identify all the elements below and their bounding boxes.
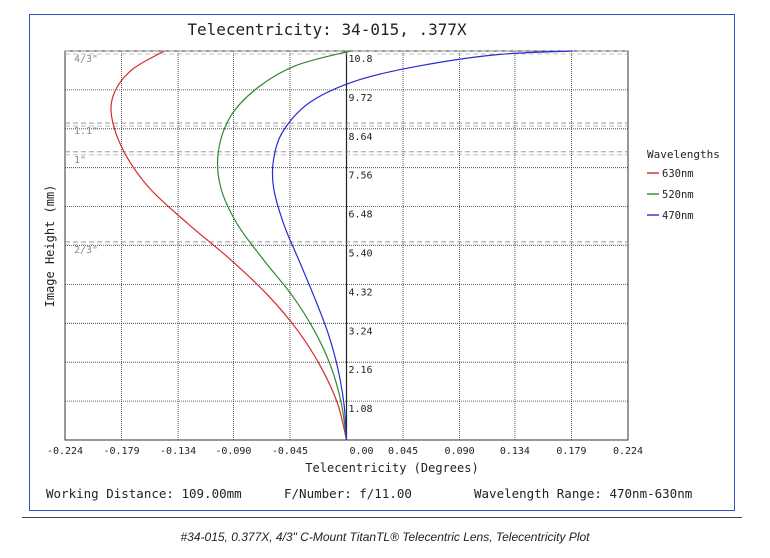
x-tick-label: 0.00: [350, 446, 374, 457]
x-tick-label: -0.134: [160, 446, 196, 457]
working-distance: Working Distance: 109.00mm: [46, 486, 242, 501]
y-tick-label: 2.16: [349, 365, 373, 376]
y-tick-label-bg: [347, 129, 374, 142]
x-tick-label: 0.090: [445, 446, 475, 457]
grid: [64, 50, 629, 441]
y-tick-label-bg: [347, 52, 374, 64]
sensor-marker-label: 1": [74, 155, 86, 166]
x-tick-label: -0.224: [47, 446, 83, 457]
x-tick-label: 0.134: [500, 446, 530, 457]
legend-entry: 520nm: [662, 189, 694, 201]
legend-entry: 630nm: [662, 168, 694, 180]
series-line-630nm: [110, 50, 348, 441]
y-tick-label-bg: [347, 90, 374, 103]
x-tick-labels: -0.224 -0.179 -0.134 -0.090 -0.045 0.00 0.045 0…: [47, 446, 643, 457]
y-tick-label-bg: [347, 324, 374, 337]
y-tick-label: 4.32: [349, 287, 373, 298]
y-tick-label: 5.40: [349, 249, 373, 260]
x-tick-label: 0.224: [613, 446, 643, 457]
y-tick-label-bg: [347, 168, 374, 181]
x-tick-label: -0.179: [103, 446, 139, 457]
y-tick-label-bg: [347, 402, 374, 415]
y-axis-label: Image Height (mm): [43, 185, 57, 308]
sensor-marker-label: 1.1": [74, 126, 98, 137]
x-tick-label: 0.045: [388, 446, 418, 457]
x-tick-label: -0.090: [215, 446, 251, 457]
legend-entry: 470nm: [662, 210, 694, 222]
y-tick-label: 7.56: [349, 171, 373, 182]
series-lines: [110, 50, 573, 441]
x-tick-label: -0.045: [272, 446, 308, 457]
caption-divider: [22, 517, 742, 518]
y-tick-label: 10.8: [349, 54, 373, 65]
chart-title: Telecentricity: 34-015, .377X: [187, 20, 467, 39]
y-tick-label: 1.08: [349, 404, 373, 415]
telecentricity-chart: Telecentricity: 34-015, .377X 4/3" 1.1" 1"…: [43, 20, 720, 475]
y-tick-label-bg: [347, 285, 374, 298]
wavelength-range: Wavelength Range: 470nm-630nm: [474, 486, 693, 501]
figure-caption: #34-015, 0.377X, 4/3" C-Mount TitanTL® T…: [180, 530, 590, 544]
x-tick-label: 0.179: [556, 446, 586, 457]
y-tick-label: 3.24: [349, 326, 373, 337]
y-tick-label-bg: [347, 207, 374, 220]
sensor-markers: 4/3" 1.1" 1" 2/3": [65, 50, 628, 256]
y-tick-label-bg: [347, 363, 374, 376]
legend-title: Wavelengths: [647, 148, 720, 161]
series-line-470nm: [271, 50, 573, 441]
y-tick-label-bg: [347, 246, 374, 259]
f-number: F/Number: f/11.00: [284, 486, 412, 501]
y-tick-label: 8.64: [349, 132, 373, 143]
x-axis-label: Telecentricity (Degrees): [305, 461, 478, 475]
sensor-marker-label: 2/3": [74, 245, 98, 256]
sensor-marker-label: 4/3": [74, 54, 98, 65]
legend: Wavelengths 630nm 520nm 470nm: [647, 148, 720, 222]
series-line-520nm: [216, 50, 351, 441]
y-tick-label: 6.48: [349, 210, 373, 221]
plot-frame: [29, 14, 735, 511]
y-tick-labels: 1.08 2.16 3.24 4.32 5.40 6.48 7.56 8.64 9.72 10.8: [347, 52, 374, 415]
y-tick-label: 9.72: [349, 93, 373, 104]
